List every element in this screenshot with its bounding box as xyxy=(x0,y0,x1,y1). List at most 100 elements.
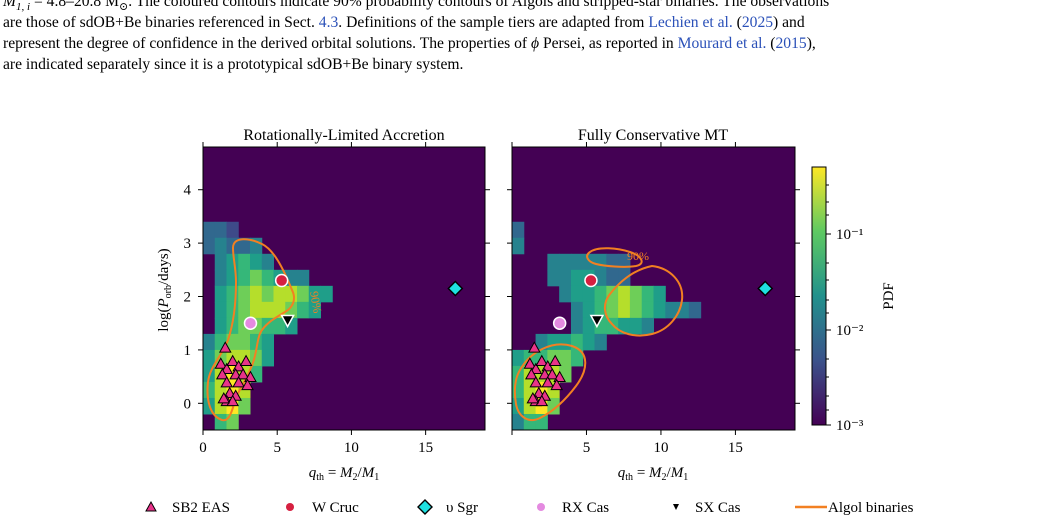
heatmap-cell xyxy=(582,253,596,271)
colorbar-ticks xyxy=(826,184,831,426)
heatmap-cell xyxy=(273,317,286,335)
caption-text: . Definitions of the sample tiers are ad… xyxy=(338,14,649,31)
legend-label-wcruc: W Cruc xyxy=(312,500,359,516)
heatmap-cell xyxy=(214,221,227,239)
heatmap-cell xyxy=(226,301,239,319)
panel-title-right: Fully Conservative MT xyxy=(578,127,728,144)
heatmap-cell xyxy=(594,269,607,287)
sb2-eas-marker xyxy=(214,357,228,369)
heatmap-cell xyxy=(559,269,572,287)
caption-text: ( xyxy=(766,35,776,52)
heatmap-cell xyxy=(203,349,216,367)
w-cruc-marker xyxy=(274,273,289,288)
sb2-eas-marker xyxy=(527,341,541,353)
legend-label-sb2: SB2 EAS xyxy=(172,500,230,516)
heatmap-cell xyxy=(618,317,631,335)
citation-link-mourard[interactable]: Mourard et al. xyxy=(677,35,767,52)
heatmap-cell xyxy=(285,301,298,319)
rx-cas-marker xyxy=(243,316,258,330)
heatmap-cell xyxy=(629,317,643,335)
caption-text: ) and xyxy=(773,14,805,31)
heatmap-cell xyxy=(214,285,227,303)
x-tick-label: 0 xyxy=(199,440,207,456)
section-link[interactable]: 4.3 xyxy=(318,14,339,31)
heatmap-cell xyxy=(606,285,619,303)
heatmap-cell xyxy=(261,349,274,367)
caption-text: represent the degree of confidence in th… xyxy=(3,35,531,52)
heatmap-cell xyxy=(261,301,274,319)
heatmap-cell xyxy=(226,413,239,430)
triangle-marker-icon xyxy=(145,500,157,512)
heatmap-cell xyxy=(238,301,251,319)
sx-cas-marker xyxy=(589,314,605,329)
heatmap-cell xyxy=(512,349,525,367)
legend-label-usgr: υ Sgr xyxy=(446,500,478,516)
contour-right-lower xyxy=(513,343,587,422)
heatmap-cell xyxy=(297,269,310,287)
sb2-eas-marker xyxy=(220,375,234,388)
heatmap-cell xyxy=(641,317,654,335)
heatmap-cell xyxy=(261,333,274,351)
heatmap-cell xyxy=(688,301,702,319)
caption-text: ( xyxy=(732,14,742,31)
heatmap-cell xyxy=(261,285,274,303)
heatmap-cell xyxy=(214,253,227,271)
x-tick-label: 15 xyxy=(418,440,433,456)
heatmap-cell xyxy=(214,301,227,319)
heatmap-cell xyxy=(653,301,666,319)
contour-right-upper xyxy=(586,247,643,268)
heatmap-cell xyxy=(547,333,560,351)
rx-cas-marker xyxy=(552,316,567,330)
heatmap-cell xyxy=(297,301,310,319)
heatmap-cell xyxy=(512,381,525,399)
citation-year-link[interactable]: 2025 xyxy=(741,14,774,31)
sx-cas-marker xyxy=(280,314,295,329)
citation-year-link[interactable]: 2015 xyxy=(775,35,807,52)
heatmap-cell xyxy=(653,285,666,303)
w-cruc-marker xyxy=(584,273,598,288)
legend-label-sxcas: SX Cas xyxy=(695,500,741,516)
legend: SB2 EAS W Cruc υ Sgr RX Cas SX Cas Algol… xyxy=(145,499,914,516)
sb2-eas-marker xyxy=(232,375,245,388)
heatmap-cell xyxy=(261,269,274,287)
heatmap-cell xyxy=(238,285,251,303)
heatmap-cell xyxy=(250,269,263,287)
sb2-eas-marker xyxy=(529,375,543,388)
heatmap-cell xyxy=(570,301,584,319)
heatmap-cell xyxy=(641,285,654,303)
heatmap-cell xyxy=(250,253,263,271)
heatmap-cell xyxy=(582,301,596,319)
sb2-eas-marker xyxy=(545,367,559,380)
sb2-eas-marker xyxy=(550,378,564,391)
colorbar-label: PDF xyxy=(881,282,897,310)
heatmap-cell xyxy=(523,413,537,430)
heatmap-cell xyxy=(238,253,251,271)
heatmap-cell xyxy=(594,301,607,319)
x-tick-label: 5 xyxy=(273,440,281,456)
sb2-eas-marker xyxy=(241,378,254,391)
sb2-eas-marker xyxy=(218,341,232,353)
y-tick-label: 4 xyxy=(184,183,192,199)
heatmap-cell xyxy=(238,269,251,287)
legend-label-algol: Algol binaries xyxy=(828,500,914,516)
heatmap-cell xyxy=(641,301,654,319)
black-down-triangle-icon xyxy=(673,504,679,510)
colorbar-tick-label: 10⁻² xyxy=(836,323,864,339)
heatmap-cell xyxy=(547,397,560,415)
citation-link-lechien[interactable]: Lechien et al. xyxy=(648,14,733,31)
sb2-eas-marker xyxy=(535,354,549,367)
panel-frame-right xyxy=(511,146,796,431)
heatmap-cell xyxy=(250,285,263,303)
heatmap-cell xyxy=(559,349,572,367)
contour-right-main xyxy=(604,264,684,337)
caption-phi: ϕ xyxy=(530,35,540,52)
x-tick-label: 10 xyxy=(344,440,359,456)
heatmap-cell xyxy=(320,285,333,303)
caption-math-sub: 1, i xyxy=(16,1,31,14)
heatmap-cell xyxy=(261,253,274,271)
heatmap-cell xyxy=(570,285,584,303)
sb2-eas-marker xyxy=(525,367,538,380)
heatmap-cell xyxy=(238,237,251,255)
heatmap-cell xyxy=(559,333,572,351)
